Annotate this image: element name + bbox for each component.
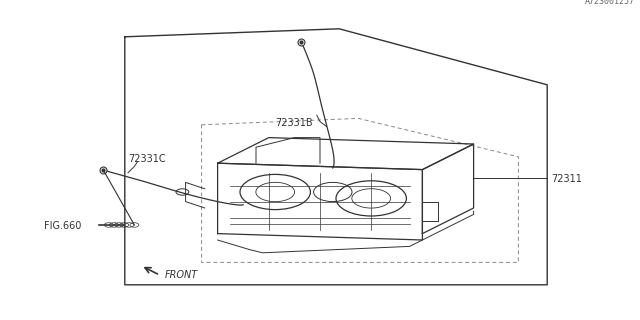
Text: 72331B: 72331B <box>275 118 313 128</box>
Text: FIG.660: FIG.660 <box>44 220 81 231</box>
Text: FRONT: FRONT <box>165 269 198 280</box>
Text: A723001257: A723001257 <box>585 0 635 6</box>
Text: 72311: 72311 <box>552 173 582 184</box>
Text: 72331C: 72331C <box>128 154 166 164</box>
